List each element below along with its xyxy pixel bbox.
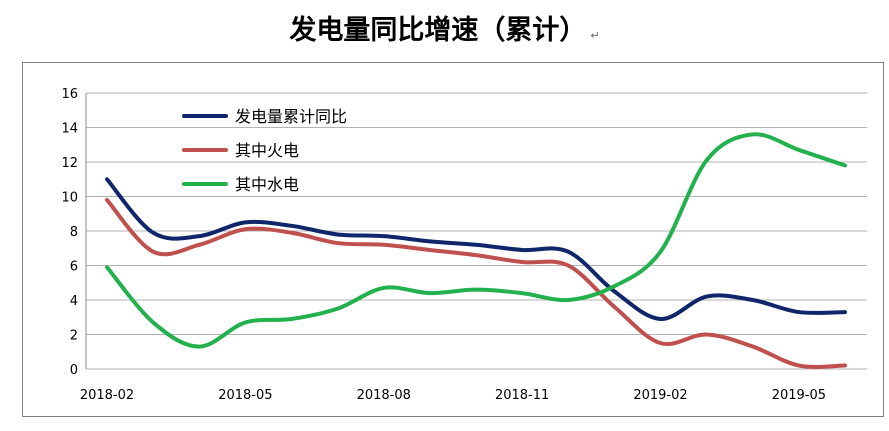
gridlines <box>86 92 867 370</box>
x-tick-label: 2018-08 <box>357 388 411 403</box>
y-tick-label: 14 <box>61 122 78 137</box>
y-tick-label: 12 <box>61 156 78 171</box>
x-tick-label: 2018-11 <box>495 388 549 403</box>
series-line-hydro <box>105 132 847 349</box>
x-tick-label: 2019-02 <box>633 388 687 403</box>
y-tick-label: 0 <box>70 363 78 378</box>
series-line-total <box>105 177 847 321</box>
chart-title: 发电量同比增速（累计） ↵ <box>0 8 889 47</box>
y-tick-label: 8 <box>70 225 78 240</box>
x-tick-label: 2018-05 <box>218 388 272 403</box>
chart-frame <box>22 62 884 417</box>
x-tick-label: 2019-05 <box>772 388 826 403</box>
legend-label-hydro: 其中水电 <box>235 175 299 194</box>
axes: 0 2 4 6 8 10 12 14 16 2018-02 2018-05 2018-08 2018-1… <box>61 87 826 403</box>
series-lines <box>105 132 847 369</box>
paragraph-mark-icon: ↵ <box>590 29 600 42</box>
y-tick-label: 16 <box>61 87 78 102</box>
y-tick-label: 2 <box>70 329 78 344</box>
y-tick-label: 10 <box>61 191 78 206</box>
y-tick-label: 6 <box>70 260 78 275</box>
y-tick-label: 4 <box>70 294 78 309</box>
chart-title-text: 发电量同比增速（累计） <box>289 15 587 46</box>
x-tick-label: 2018-02 <box>80 388 134 403</box>
legend-label-total: 发电量累计同比 <box>235 107 347 126</box>
series-line-thermal <box>105 197 847 369</box>
legend-label-thermal: 其中火电 <box>235 141 299 160</box>
